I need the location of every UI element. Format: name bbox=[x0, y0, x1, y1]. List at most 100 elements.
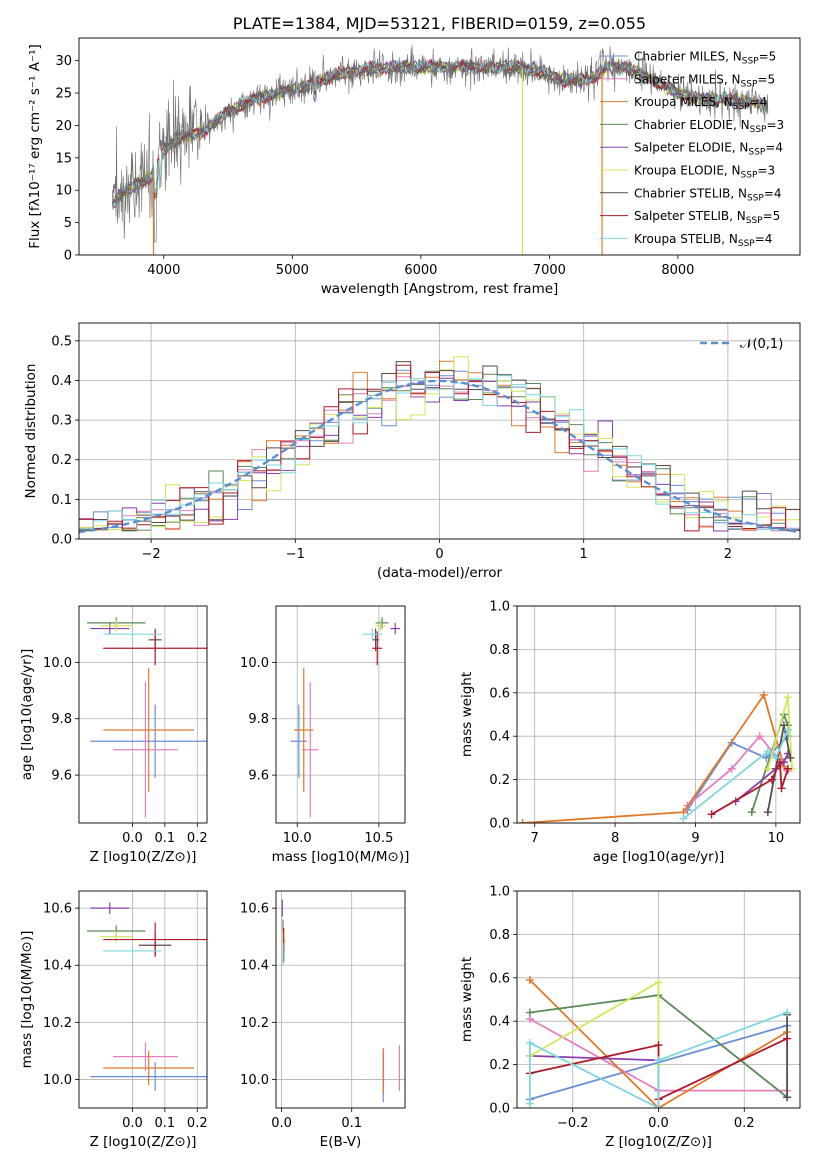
y-tick-label: 9.8 bbox=[51, 712, 72, 727]
legend-entry-normal: 𝒩(0,1) bbox=[740, 337, 783, 352]
y-tick-label: 9.6 bbox=[248, 769, 269, 784]
x-tick-label: 0 bbox=[435, 547, 443, 562]
y-axis-label: mass [log10(M/M⊙)] bbox=[19, 931, 35, 1069]
legend-text: Chabrier ELODIE, N bbox=[634, 118, 750, 132]
x-tick-label: 0.0 bbox=[122, 1116, 143, 1131]
y-axis-label: Normed distribution bbox=[23, 364, 39, 499]
panel-8: −0.2 0.0 0.2 0.0 0.2 0.4 0.6 0.8 1.0 Z [log10(Z/Z… bbox=[459, 885, 801, 1150]
legend-subscript: SSP bbox=[746, 216, 763, 226]
axes-frame bbox=[275, 890, 406, 1109]
y-tick-label: 10.6 bbox=[43, 902, 72, 917]
x-axis-label: (data-model)/error bbox=[377, 565, 503, 581]
model-line-kroupa_stelib bbox=[111, 57, 768, 211]
legend-entry-chabrier_stelib: Chabrier STELIB, NSSP=4 bbox=[634, 186, 782, 203]
y-tick-label: 15 bbox=[55, 151, 72, 166]
y-tick-label: 20 bbox=[55, 119, 72, 134]
y-tick-label: 10.2 bbox=[240, 1016, 269, 1031]
panel-4: 10.0 10.5 9.6 9.8 10.0 mass [log10(M/M⊙)] bbox=[240, 605, 409, 865]
weight-marker-chabrier_elodie bbox=[525, 1008, 534, 1017]
legend-entry-salpeter_stelib: Salpeter STELIB, NSSP=5 bbox=[634, 209, 780, 226]
weight-marker-salpeter_miles bbox=[727, 764, 736, 773]
weight-marker-kroupa_stelib bbox=[654, 1056, 663, 1065]
y-tick-label: 0.4 bbox=[489, 1015, 510, 1030]
panel-5: 7 8 9 10 0.0 0.2 0.4 0.6 0.8 1.0 age [log10(age/yr… bbox=[459, 600, 801, 865]
x-tick-label: 0.2 bbox=[734, 1116, 755, 1131]
y-tick-label: 1.0 bbox=[489, 885, 510, 900]
x-tick-label: 0.2 bbox=[187, 831, 208, 846]
legend-entry-kroupa_elodie: Kroupa ELODIE, NSSP=3 bbox=[634, 164, 775, 181]
weight-line-kroupa_stelib bbox=[529, 1011, 788, 1108]
legend-count: =4 bbox=[755, 232, 773, 246]
observed-spectrum bbox=[112, 44, 769, 243]
legend-subscript: SSP bbox=[741, 79, 758, 89]
y-tick-label: 10.4 bbox=[43, 959, 72, 974]
y-tick-label: 0.0 bbox=[489, 817, 510, 832]
legend-count: =3 bbox=[757, 164, 775, 178]
weight-marker-chabrier_stelib bbox=[779, 721, 788, 730]
y-tick-label: 0.6 bbox=[489, 686, 510, 701]
weight-marker-kroupa_elodie bbox=[763, 764, 772, 773]
weight-marker-kroupa_stelib bbox=[763, 747, 772, 756]
x-tick-label: 8 bbox=[611, 831, 619, 846]
y-tick-label: 0.8 bbox=[489, 643, 510, 658]
x-tick-label: −0.2 bbox=[557, 1116, 589, 1131]
y-tick-label: 0.2 bbox=[489, 1058, 510, 1073]
weight-marker-kroupa_miles bbox=[518, 819, 527, 823]
weight-marker-chabrier_stelib bbox=[783, 1093, 792, 1102]
x-tick-label: 0.1 bbox=[155, 831, 176, 846]
legend-text: Kroupa MILES, N bbox=[634, 95, 733, 109]
weight-marker-salpeter_stelib bbox=[783, 1034, 792, 1043]
weight-marker-kroupa_elodie bbox=[654, 978, 663, 987]
legend-text: Kroupa STELIB, N bbox=[634, 232, 738, 246]
legend-subscript: SSP bbox=[747, 193, 764, 203]
legend-entry-kroupa_stelib: Kroupa STELIB, NSSP=4 bbox=[634, 232, 772, 249]
weight-marker-kroupa_stelib bbox=[771, 753, 780, 762]
x-axis-label: Z [log10(Z/Z⊙)] bbox=[90, 849, 197, 865]
x-tick-label: 8000 bbox=[661, 263, 694, 278]
histogram-kroupa_miles bbox=[79, 360, 800, 531]
legend-entry-salpeter_miles: Salpeter MILES, NSSP=5 bbox=[634, 72, 775, 89]
weight-line-salpeter_elodie bbox=[529, 1055, 659, 1062]
panel-1: 4000 5000 6000 7000 8000 0 5 10 15 20 25 30 PLATE=13… bbox=[27, 14, 801, 297]
legend-text: Chabrier MILES, N bbox=[634, 50, 742, 64]
x-tick-label: 5000 bbox=[276, 263, 309, 278]
y-axis-label: mass weight bbox=[459, 672, 475, 757]
x-tick-label: 10.0 bbox=[283, 831, 312, 846]
weight-line-salpeter_miles bbox=[686, 734, 789, 807]
legend-subscript: SSP bbox=[733, 102, 750, 112]
y-tick-label: 10.0 bbox=[43, 1073, 72, 1088]
weight-marker-salpeter_miles bbox=[755, 732, 764, 741]
normal-curve bbox=[79, 379, 800, 534]
y-tick-label: 10.2 bbox=[43, 1016, 72, 1031]
y-tick-label: 10.6 bbox=[240, 902, 269, 917]
y-tick-label: 10.4 bbox=[240, 959, 269, 974]
panel-3: 0.0 0.1 0.2 9.6 9.8 10.0 Z [log10(Z/Z⊙)] age [l… bbox=[19, 605, 208, 865]
x-tick-label: 10 bbox=[768, 831, 785, 846]
y-tick-label: 25 bbox=[55, 87, 72, 102]
weight-line-kroupa_stelib bbox=[682, 729, 789, 820]
legend-subscript: SSP bbox=[741, 171, 758, 181]
x-axis-label: E(B-V) bbox=[320, 1134, 362, 1150]
weight-marker-chabrier_elodie bbox=[747, 808, 756, 817]
x-tick-label: 2 bbox=[724, 547, 732, 562]
legend-text: Salpeter STELIB, N bbox=[634, 209, 746, 223]
y-tick-label: 10.0 bbox=[43, 656, 72, 671]
axes-frame bbox=[516, 890, 801, 1109]
weight-marker-kroupa_stelib bbox=[525, 1038, 534, 1047]
y-tick-label: 0.2 bbox=[51, 453, 72, 468]
x-tick-label: 1 bbox=[580, 547, 588, 562]
x-tick-label: −2 bbox=[142, 547, 161, 562]
chart-title: PLATE=1384, MJD=53121, FIBERID=0159, z=0… bbox=[233, 14, 646, 33]
y-axis-label: age [log10(age/yr)] bbox=[19, 649, 35, 781]
weight-marker-kroupa_stelib bbox=[783, 725, 792, 734]
weight-marker-kroupa_stelib bbox=[783, 1008, 792, 1017]
x-tick-label: 6000 bbox=[404, 263, 437, 278]
weight-marker-kroupa_stelib bbox=[679, 814, 688, 823]
x-tick-label: 0.0 bbox=[648, 1116, 669, 1131]
y-tick-label: 10.0 bbox=[240, 1073, 269, 1088]
legend-subscript: SSP bbox=[750, 125, 767, 135]
y-tick-label: 0.0 bbox=[51, 533, 72, 548]
y-tick-label: 9.8 bbox=[248, 712, 269, 727]
